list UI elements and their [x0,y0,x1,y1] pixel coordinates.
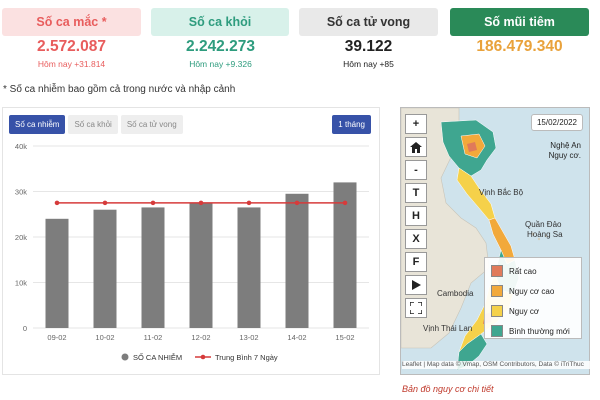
map-toolbar: + - T H X F [405,114,427,321]
zoom-out-button[interactable]: - [405,160,427,180]
x-tick-label: 11-02 [144,333,163,342]
province-name: Nghệ An [550,141,581,150]
cases-total: 2.572.087 [37,38,106,55]
vaccination-card[interactable]: Số mũi tiêm [450,8,589,36]
layer-h-button[interactable]: H [405,206,427,226]
legend-label: Nguy cơ cao [509,286,555,296]
fullscreen-icon [410,302,422,314]
deaths-today: Hôm nay +85 [343,59,394,69]
y-tick-label: 20k [15,233,27,242]
map-date: 15/02/2022 [530,114,583,131]
bar [333,182,357,328]
y-tick-label: 0 [23,324,27,333]
bar [285,193,309,328]
island [531,232,535,236]
x-tick-label: 14-02 [287,333,306,342]
vietnam-north-high [467,142,477,152]
stats-bar: Số ca mắc * Số ca khỏi Số ca tử vong Số … [0,0,600,78]
legend-item: Bình thường mới [491,324,581,338]
average-point [246,200,252,206]
zoom-in-button[interactable]: + [405,114,427,134]
vaccination-total: 186.479.340 [476,38,563,55]
legend-item: Nguy cơ [491,304,581,318]
cambodia-label: Cambodia [437,289,474,298]
recovered-total: 2.242.273 [186,38,255,55]
legend-label: Bình thường mới [509,326,570,336]
average-point [54,200,60,206]
legend-line-dot [200,354,206,360]
x-tick-label: 15-02 [335,333,354,342]
island [537,237,541,241]
home-button[interactable] [405,137,427,157]
cases-card[interactable]: Số ca mắc * [2,8,141,36]
recovered-today: Hôm nay +9.326 [189,59,252,69]
legend-item: Nguy cơ cao [491,284,581,298]
x-tick-label: 09-02 [47,333,66,342]
bar [93,209,117,328]
deaths-card[interactable]: Số ca tử vong [299,8,438,36]
deaths-total: 39.122 [344,38,393,55]
layer-f-button[interactable]: F [405,252,427,272]
average-point [198,200,204,206]
paracel-label-1: Quần Đảo [525,220,562,229]
legend-label: Rất cao [509,266,537,276]
x-tick-label: 10-02 [95,333,114,342]
x-tick-label: 13-02 [239,333,258,342]
gulf-label: Vịnh Bắc Bộ [479,188,524,197]
map-attribution[interactable]: Leaflet | Map data © Vmap, OSM Contribut… [402,361,590,369]
recovered-card[interactable]: Số ca khỏi [151,8,289,36]
province-level: Nguy cơ. [548,151,581,160]
y-tick-label: 30k [15,188,27,197]
gulf-thailand-label: Vịnh Thái Lan [423,324,473,333]
tab-cases[interactable]: Số ca nhiễm [9,115,66,134]
layer-t-button[interactable]: T [405,183,427,203]
paracel-label-2: Hoàng Sa [527,230,563,239]
y-tick-label: 10k [15,279,27,288]
map-legend: Rất cao Nguy cơ cao Nguy cơ Bình thường … [484,257,582,339]
legend-swatch [491,325,503,337]
average-point [102,200,108,206]
chart-panel: Số ca nhiễm Số ca khỏi Số ca tử vong 1 t… [2,107,380,375]
legend-swatch [491,285,503,297]
legend-bar-marker [121,353,129,361]
island [544,234,548,238]
map-caption-link[interactable]: Bản đồ nguy cơ chi tiết [402,384,494,394]
risk-map[interactable]: + - T H X F 15/02/2022 Nghệ An Nguy cơ. … [400,107,590,375]
legend-swatch [491,305,503,317]
bar [189,202,213,328]
y-tick-label: 40k [15,142,27,151]
play-button[interactable] [405,275,427,295]
bar [237,207,261,328]
bar [45,218,69,328]
tab-recovered[interactable]: Số ca khỏi [68,115,118,134]
cases-chart: 0 10k 20k 30k 40k 09-02 10-02 11-02 12-02 13-02 14… [15,142,369,362]
x-tick-label: 12-02 [191,333,210,342]
play-icon [412,280,421,290]
home-icon [410,141,422,153]
legend-bar-label: SỐ CA NHIỄM [133,352,182,362]
province-tooltip: Nghệ An Nguy cơ. [549,141,581,161]
cases-today: Hôm nay +31.814 [37,59,106,69]
period-button[interactable]: 1 tháng [332,115,371,134]
fullscreen-button[interactable] [405,298,427,318]
average-point [294,200,300,206]
cases-footnote: * Số ca nhiễm bao gồm cả trong nước và n… [3,84,236,95]
average-point [342,200,348,206]
legend-label: Nguy cơ [509,306,540,316]
bar [141,207,165,328]
legend-swatch [491,265,503,277]
legend-item: Rất cao [491,264,581,278]
legend-line-label: Trung Bình 7 Ngày [215,353,278,362]
layer-x-button[interactable]: X [405,229,427,249]
chart-tabs: Số ca nhiễm Số ca khỏi Số ca tử vong [9,115,183,134]
average-point [150,200,156,206]
tab-deaths[interactable]: Số ca tử vong [120,115,183,134]
